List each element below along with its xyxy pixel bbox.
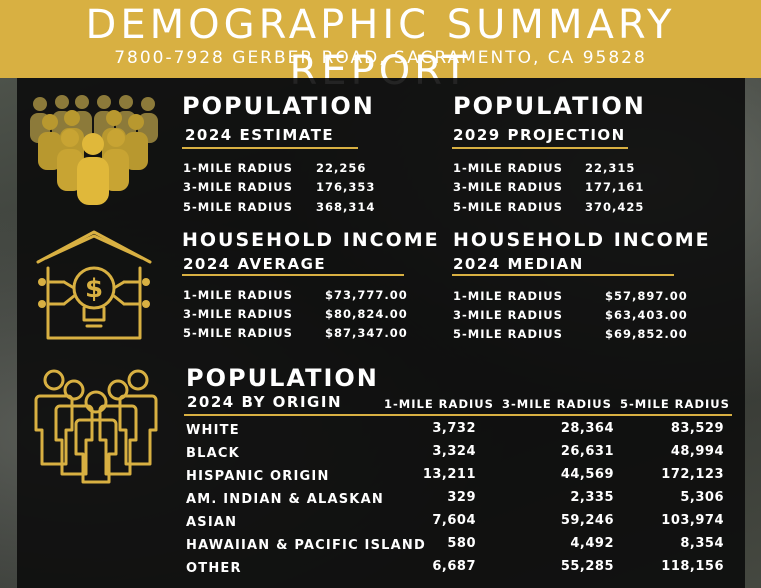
income-average-row-value: $87,347.00 — [325, 326, 408, 340]
pop2029-row-value: 177,161 — [585, 180, 645, 194]
origin-row-label: HISPANIC ORIGIN — [186, 469, 330, 484]
house-income-icon: $ — [36, 230, 152, 340]
origin-value-1mi: 329 — [447, 490, 476, 505]
pop2029-row-value: 22,315 — [585, 161, 636, 175]
income-average-underline — [182, 274, 404, 276]
report-address: 7800-7928 GERBER ROAD, SACRAMENTO, CA 95… — [114, 48, 647, 68]
population-2024-title: POPULATION — [182, 92, 375, 120]
pop2024-row-label: 5-MILE RADIUS — [183, 200, 293, 214]
income-median-underline — [452, 274, 674, 276]
population-2029-title: POPULATION — [453, 92, 646, 120]
income-median-row-label: 3-MILE RADIUS — [453, 308, 563, 322]
svg-text:$: $ — [85, 274, 103, 304]
origin-value-5mi: 5,306 — [680, 490, 724, 505]
income-average-row-label: 5-MILE RADIUS — [183, 326, 293, 340]
income-median-row-label: 5-MILE RADIUS — [453, 327, 563, 341]
pop2024-row-label: 3-MILE RADIUS — [183, 180, 293, 194]
pop2029-row-label: 3-MILE RADIUS — [453, 180, 563, 194]
origin-row-label: ASIAN — [186, 515, 238, 530]
report-title: DEMOGRAPHIC SUMMARY REPORT — [85, 2, 676, 94]
origin-value-5mi: 8,354 — [680, 536, 724, 551]
origin-value-1mi: 13,211 — [422, 467, 476, 482]
origin-subtitle: 2024 BY ORIGIN — [187, 393, 342, 411]
origin-row-label: HAWAIIAN & PACIFIC ISLAND — [186, 538, 426, 553]
income-median-row-label: 1-MILE RADIUS — [453, 289, 563, 303]
origin-underline — [184, 414, 732, 416]
origin-value-5mi: 48,994 — [670, 444, 724, 459]
income-average-row-value: $73,777.00 — [325, 288, 408, 302]
origin-value-3mi: 55,285 — [560, 559, 614, 574]
pop2024-row-value: 176,353 — [316, 180, 376, 194]
origin-row-label: BLACK — [186, 446, 240, 461]
pop2029-row-value: 370,425 — [585, 200, 645, 214]
population-2029-subtitle: 2029 PROJECTION — [453, 126, 626, 144]
origin-column-header: 1-MILE RADIUS — [384, 397, 494, 411]
origin-row-label: WHITE — [186, 423, 240, 438]
people-outline-icon — [34, 369, 158, 484]
origin-value-3mi: 2,335 — [570, 490, 614, 505]
origin-value-5mi: 83,529 — [670, 421, 724, 436]
income-median-row-value: $63,403.00 — [605, 308, 688, 322]
report-header: DEMOGRAPHIC SUMMARY REPORT 7800-7928 GER… — [0, 0, 761, 94]
origin-value-1mi: 3,732 — [432, 421, 476, 436]
origin-value-5mi: 172,123 — [661, 467, 724, 482]
origin-value-3mi: 44,569 — [560, 467, 614, 482]
population-2024-underline — [182, 147, 358, 149]
origin-column-header: 3-MILE RADIUS — [502, 397, 612, 411]
origin-value-5mi: 118,156 — [661, 559, 724, 574]
origin-value-5mi: 103,974 — [661, 513, 724, 528]
pop2029-row-label: 1-MILE RADIUS — [453, 161, 563, 175]
origin-value-1mi: 6,687 — [432, 559, 476, 574]
origin-value-1mi: 7,604 — [432, 513, 476, 528]
income-median-row-value: $69,852.00 — [605, 327, 688, 341]
origin-value-3mi: 26,631 — [560, 444, 614, 459]
population-2024-subtitle: 2024 ESTIMATE — [185, 126, 335, 144]
income-median-title: HOUSEHOLD INCOME — [453, 229, 711, 251]
pop2024-row-value: 22,256 — [316, 161, 367, 175]
origin-value-3mi: 59,246 — [560, 513, 614, 528]
crowd-icon — [30, 95, 158, 205]
income-average-row-label: 3-MILE RADIUS — [183, 307, 293, 321]
pop2024-row-label: 1-MILE RADIUS — [183, 161, 293, 175]
origin-value-3mi: 28,364 — [560, 421, 614, 436]
income-average-subtitle: 2024 AVERAGE — [183, 255, 327, 273]
origin-row-label: AM. INDIAN & ALASKAN — [186, 492, 384, 507]
origin-title: POPULATION — [186, 364, 379, 392]
income-average-title: HOUSEHOLD INCOME — [182, 229, 440, 251]
origin-column-header: 5-MILE RADIUS — [620, 397, 730, 411]
income-average-row-label: 1-MILE RADIUS — [183, 288, 293, 302]
origin-row-label: OTHER — [186, 561, 242, 576]
income-median-row-value: $57,897.00 — [605, 289, 688, 303]
origin-value-1mi: 3,324 — [432, 444, 476, 459]
pop2029-row-label: 5-MILE RADIUS — [453, 200, 563, 214]
income-median-subtitle: 2024 MEDIAN — [453, 255, 584, 273]
income-average-row-value: $80,824.00 — [325, 307, 408, 321]
population-2029-underline — [452, 147, 628, 149]
origin-value-1mi: 580 — [447, 536, 476, 551]
pop2024-row-value: 368,314 — [316, 200, 376, 214]
origin-value-3mi: 4,492 — [570, 536, 614, 551]
